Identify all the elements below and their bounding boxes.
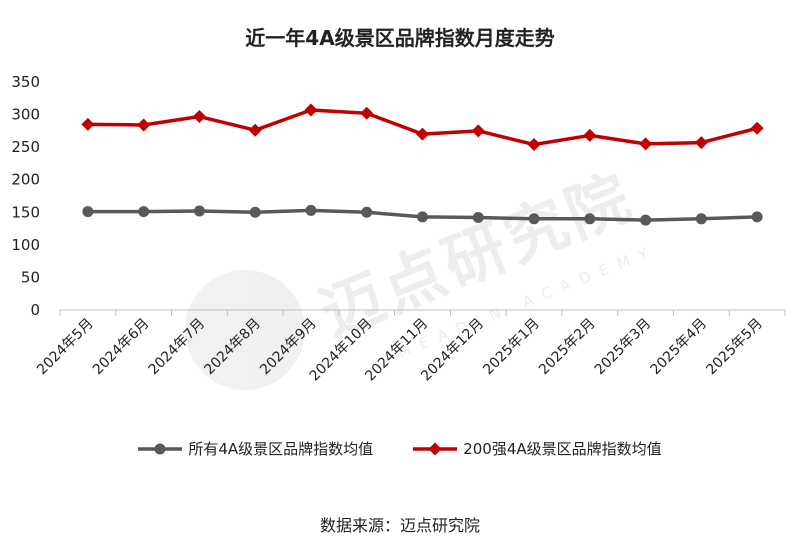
legend-label: 所有4A级景区品牌指数均值 [188,440,374,458]
y-tick-label: 200 [11,171,40,189]
data-point [527,138,541,152]
x-tick-label: 2024年6月 [90,316,153,379]
data-point [471,124,485,138]
data-point [137,118,151,132]
chart-title: 近一年4A级景区品牌指数月度走势 [245,26,555,50]
line-chart: 0501001502002503003502024年5月2024年6月2024年… [11,73,786,384]
x-tick-label: 2024年7月 [146,316,209,379]
source-note: 数据来源：迈点研究院 [319,516,480,535]
y-tick-label: 150 [11,203,40,221]
data-point [249,206,261,218]
data-point [750,121,764,135]
data-point [361,206,373,218]
data-point [695,213,707,225]
data-point [416,127,429,141]
y-tick-label: 250 [11,138,40,156]
data-point [193,205,205,217]
x-tick-label: 2025年5月 [703,316,766,379]
data-point [639,137,653,151]
data-point [417,211,428,223]
data-point [583,128,597,142]
data-point [248,123,262,137]
data-point [694,136,708,150]
data-point [528,213,540,225]
data-point [305,204,317,216]
data-point [82,206,94,218]
y-tick-label: 50 [21,268,40,286]
x-tick-label: 2025年1月 [480,316,543,379]
legend-item-1: 200强4A级景区品牌指数均值 [413,438,662,459]
legend-item-0: 所有4A级景区品牌指数均值 [138,438,373,459]
y-tick-label: 100 [11,236,40,254]
data-point [138,206,150,218]
x-tick-label: 2024年8月 [201,316,264,379]
data-point [360,106,374,120]
data-point [640,214,652,226]
legend-marker-icon [138,443,183,454]
data-point [472,211,484,223]
y-tick-label: 350 [11,73,40,91]
data-point [81,117,95,131]
data-point [751,211,763,223]
x-tick-label: 2025年2月 [536,316,599,379]
x-tick-label: 2025年3月 [592,316,655,379]
y-tick-label: 300 [11,106,40,124]
x-tick-label: 2025年4月 [648,316,711,379]
data-point [584,213,596,225]
legend-marker-icon [413,442,458,455]
data-point [192,110,206,124]
legend: 所有4A级景区品牌指数均值 200强4A级景区品牌指数均值 [0,438,800,459]
x-tick-label: 2024年5月 [34,316,97,379]
y-tick-label: 0 [30,301,40,319]
legend-label: 200强4A级景区品牌指数均值 [463,440,662,458]
data-point [304,103,318,117]
